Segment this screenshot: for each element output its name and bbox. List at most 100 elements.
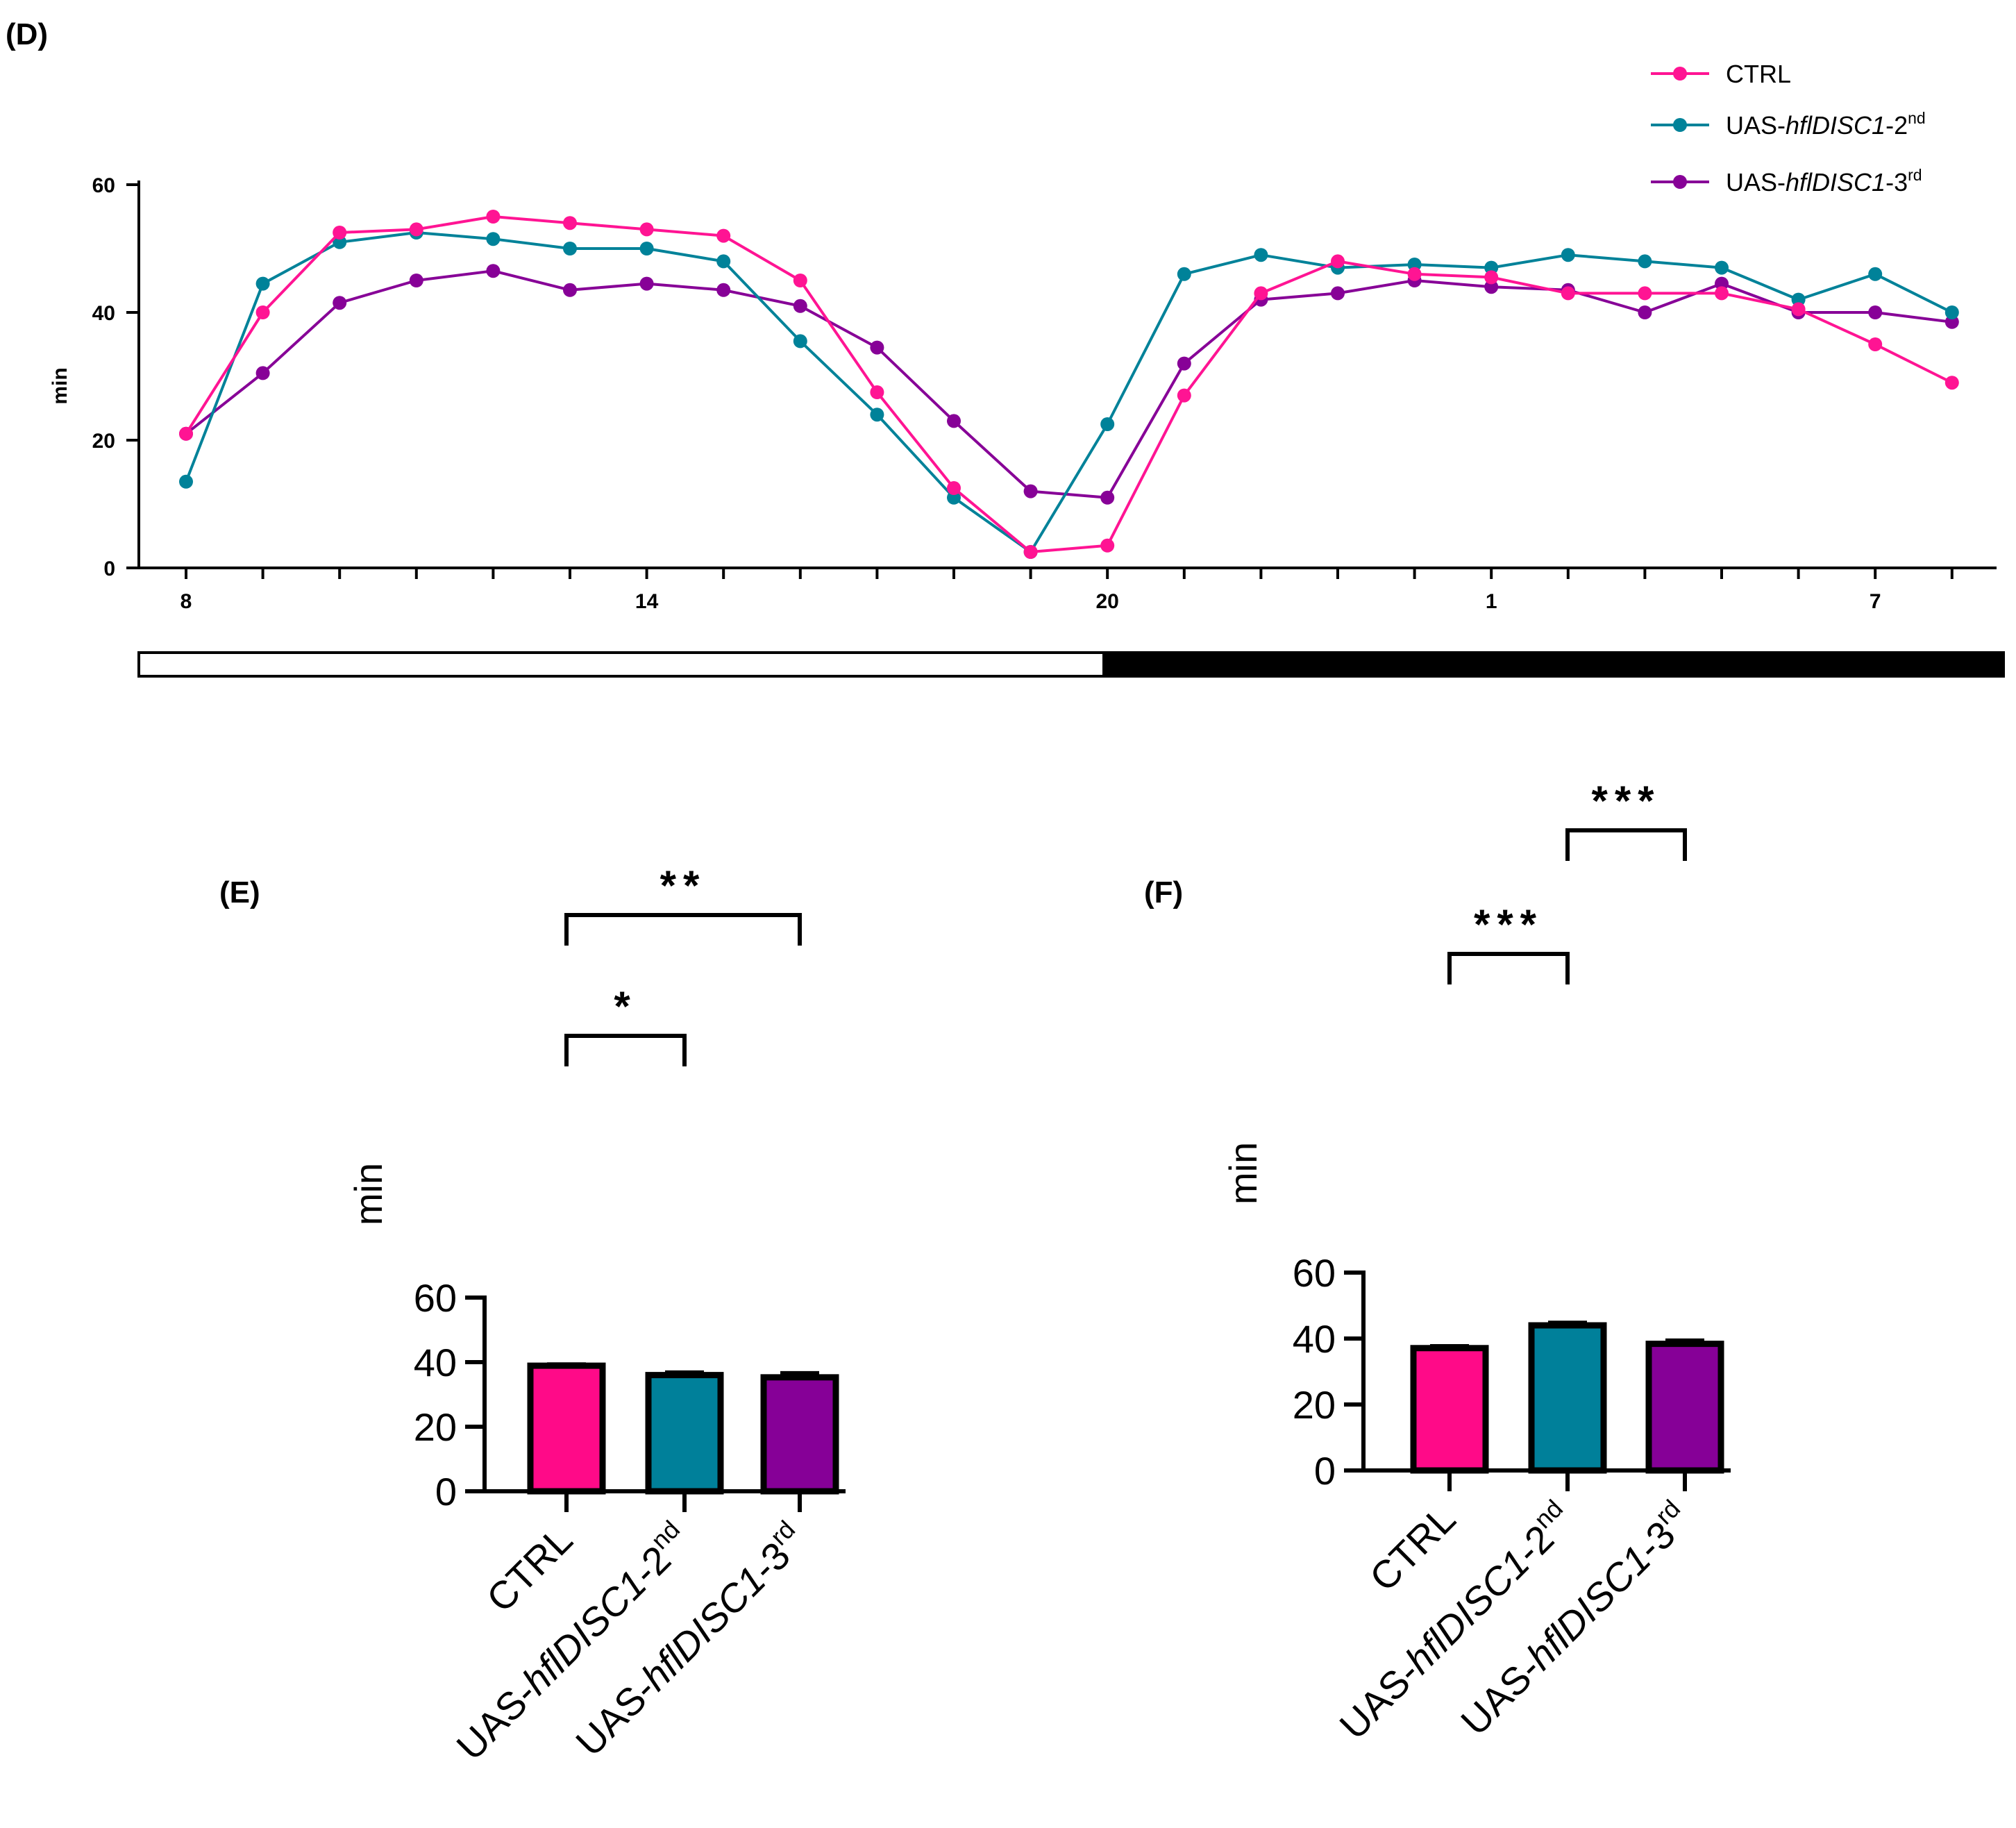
legend-entry: UAS-hflDISC1-3rd xyxy=(1726,166,1922,196)
series-2-point xyxy=(409,274,423,287)
series-0-point xyxy=(1638,286,1652,301)
series-2-point xyxy=(333,296,347,310)
series-0-point xyxy=(1023,545,1038,559)
series-1-point xyxy=(1254,248,1268,262)
series-line-1 xyxy=(185,231,1953,553)
series-0-point xyxy=(1944,376,1959,390)
series-0-point xyxy=(1331,254,1345,269)
panel-d-x-tick-label: 14 xyxy=(635,590,659,613)
series-line-0 xyxy=(185,215,1953,553)
series-0-point xyxy=(1407,267,1422,281)
panel-e-significance-label: ** xyxy=(660,862,707,909)
panel-d-y-axis-label: min xyxy=(49,367,72,404)
series-1-point xyxy=(1177,267,1191,281)
series-1-point xyxy=(1715,260,1729,275)
series-2-point xyxy=(1331,286,1345,301)
panel-d-label: (D) xyxy=(6,17,48,51)
panel-e-bar-1 xyxy=(645,1372,724,1495)
series-0-point xyxy=(716,228,731,243)
panel-f-category-label: CTRL xyxy=(1361,1497,1464,1600)
series-2-point xyxy=(255,366,270,380)
panel-f-y-tick-label: 0 xyxy=(1314,1449,1336,1493)
panel-e-label: (E) xyxy=(219,875,260,909)
series-1-point xyxy=(255,276,270,291)
series-0-point xyxy=(1254,286,1268,301)
panel-f-y-axis-label: min xyxy=(1221,1142,1265,1205)
series-0-point xyxy=(255,305,270,319)
panel-d-y-tick-label: 0 xyxy=(103,557,115,580)
series-0-point xyxy=(1868,337,1883,351)
series-0-point xyxy=(563,216,577,230)
series-2-point xyxy=(486,264,501,278)
series-1-point xyxy=(1100,417,1115,431)
panel-d-y-tick-label: 20 xyxy=(92,430,115,453)
series-0-point xyxy=(1100,538,1115,553)
series-1-point xyxy=(870,408,884,422)
panel-f-y-tick-label: 20 xyxy=(1293,1383,1336,1427)
panel-e-y-tick-label: 60 xyxy=(414,1276,457,1320)
series-2-point xyxy=(1944,315,1959,329)
series-2-point xyxy=(1715,276,1729,291)
series-line-2 xyxy=(185,269,1953,499)
series-0-point xyxy=(1715,286,1729,301)
series-1-point xyxy=(947,490,961,505)
panel-d-x-tick-label: 7 xyxy=(1870,590,1881,613)
legend-entry: CTRL xyxy=(1726,60,1791,88)
panel-d-y-tick-label: 40 xyxy=(92,302,115,325)
series-2-point xyxy=(947,414,961,428)
light-phase-bar xyxy=(137,651,1105,678)
panel-e-y-tick-label: 0 xyxy=(435,1470,457,1513)
series-0-point xyxy=(1177,388,1191,403)
series-1-point xyxy=(333,235,347,249)
panel-f-bar-1 xyxy=(1528,1322,1607,1474)
series-2-point xyxy=(1638,305,1652,319)
series-0-point xyxy=(1791,302,1806,317)
series-0-point xyxy=(1561,286,1575,301)
panel-e-bar-0 xyxy=(527,1362,606,1495)
series-1-point xyxy=(1944,305,1959,319)
dark-phase-bar xyxy=(1102,651,2005,678)
series-0-point xyxy=(639,222,654,237)
panel-f-y-tick-label: 60 xyxy=(1293,1251,1336,1295)
series-1-point xyxy=(1407,258,1422,271)
panel-e-y-axis-label: min xyxy=(346,1163,390,1225)
series-1-point xyxy=(1868,267,1883,281)
panel-f-significance-bracket xyxy=(1447,952,1570,984)
series-0-point xyxy=(486,210,501,224)
series-1-point xyxy=(179,474,193,489)
panel-e-significance-bracket xyxy=(564,1034,687,1066)
panel-e-y-tick-label: 40 xyxy=(414,1341,457,1384)
panel-f-significance-label: *** xyxy=(1474,901,1543,948)
panel-f-bar-2 xyxy=(1645,1341,1724,1474)
panel-d-x-tick-label: 8 xyxy=(180,590,192,613)
panel-f-significance-label: *** xyxy=(1591,778,1661,824)
panel-d-x-tick-label: 1 xyxy=(1486,590,1497,613)
series-0-point xyxy=(179,426,193,441)
panel-f-y-tick-label: 40 xyxy=(1293,1317,1336,1361)
series-1-point xyxy=(563,242,577,255)
panel-f-significance-bracket xyxy=(1565,828,1687,861)
panel-f-label: (F) xyxy=(1144,875,1183,909)
legend-entry: UAS-hflDISC1-2nd xyxy=(1726,109,1926,140)
panel-d-y-tick-label: 60 xyxy=(92,174,115,197)
series-1-point xyxy=(486,232,501,246)
legend-swatch-marker xyxy=(1673,175,1687,189)
panel-d-line-chart: (D) min 0 20 40 60 8 14 20 1 7 CTRL UAS-hflDISC1-2nd… xyxy=(6,17,2005,678)
legend-swatch-marker xyxy=(1673,67,1687,81)
panel-e-y-tick-label: 20 xyxy=(414,1405,457,1449)
series-1-point xyxy=(639,242,654,255)
series-0-point xyxy=(947,481,961,495)
panel-e-significance-label: * xyxy=(614,983,637,1030)
panel-f-bar-chart: (F)min0204060CTRLUAS-hflDISC1-2ndUAS-hfl… xyxy=(1144,778,1731,1747)
series-2-point xyxy=(1868,305,1883,319)
series-2-point xyxy=(716,283,731,297)
series-2-point xyxy=(1023,484,1038,498)
panel-e-bar-2 xyxy=(760,1374,839,1495)
series-1-point xyxy=(1791,292,1806,307)
series-2-point xyxy=(563,283,577,297)
panel-f-bar-0 xyxy=(1410,1345,1489,1474)
series-1-point xyxy=(1484,260,1499,275)
series-1-point xyxy=(793,334,807,349)
series-2-point xyxy=(1484,280,1499,294)
